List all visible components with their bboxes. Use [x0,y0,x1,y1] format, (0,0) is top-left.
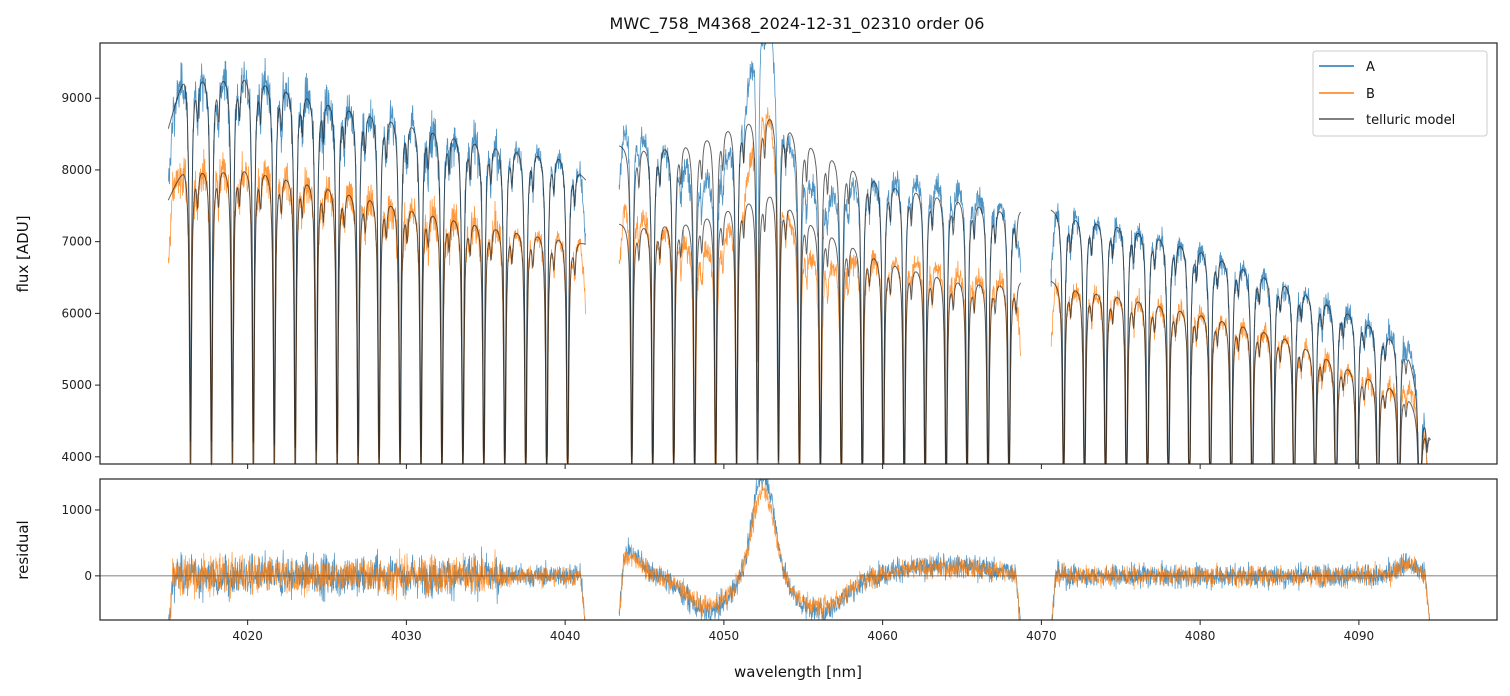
x-tick-label: 4030 [391,629,422,643]
chart-title: MWC_758_M4368_2024-12-31_02310 order 06 [610,14,985,34]
legend-label-telluric: telluric model [1366,113,1455,128]
flux-y-tick-label: 4000 [61,450,92,464]
x-axis-label: wavelength [nm] [734,663,862,681]
residual-plot [100,477,1497,621]
x-tick-label: 4070 [1026,629,1057,643]
x-tick-label: 4040 [550,629,581,643]
x-tick-label: 4050 [709,629,740,643]
residual-y-label: residual [14,520,32,579]
residual-axes-frame [99,478,1498,621]
series-b-residual-line [168,482,1431,621]
legend-label-a: A [1366,60,1375,75]
flux-y-tick-label: 9000 [61,91,92,105]
x-tick-label: 4060 [867,629,898,643]
x-tick-label: 4080 [1185,629,1216,643]
flux-y-tick-label: 6000 [61,306,92,320]
x-tick-label: 4020 [232,629,263,643]
flux-y-tick-label: 8000 [61,163,92,177]
residual-y-tick-label: 0 [84,569,92,583]
flux-axes-frame [99,42,1498,465]
legend-label-b: B [1366,87,1375,102]
flux-plot [167,42,1431,466]
residual-y-tick-label: 1000 [61,503,92,517]
legend: A B telluric model [1312,50,1488,137]
flux-y-tick-label: 5000 [61,378,92,392]
flux-y-label: flux [ADU] [14,215,32,292]
legend-box [1312,50,1488,137]
telluric-model-b-line [167,171,1431,466]
flux-y-tick-label: 7000 [61,235,92,249]
x-tick-label: 4090 [1344,629,1375,643]
